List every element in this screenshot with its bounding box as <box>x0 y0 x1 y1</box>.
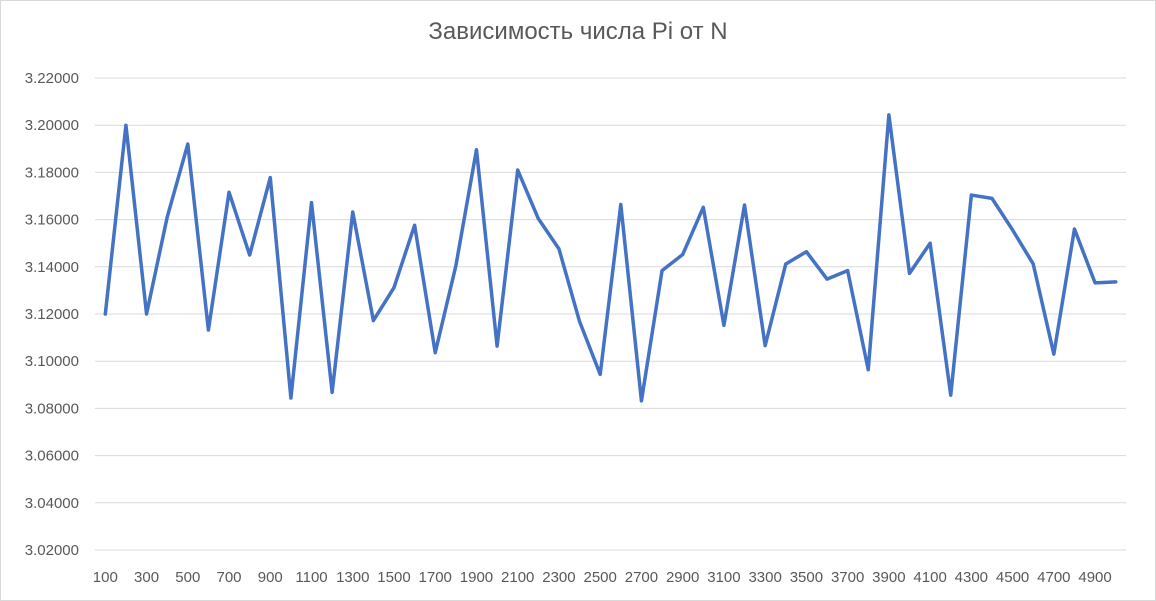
data-point <box>454 264 458 268</box>
y-tick-label: 3.20000 <box>25 117 79 134</box>
x-tick-label: 3300 <box>748 569 781 586</box>
data-point <box>351 210 355 214</box>
x-tick-label: 1500 <box>377 569 410 586</box>
y-tick-label: 3.22000 <box>25 70 79 87</box>
data-point <box>536 217 540 221</box>
x-tick-label: 4300 <box>955 569 988 586</box>
data-point <box>248 253 252 257</box>
data-point <box>578 320 582 324</box>
x-tick-label: 2900 <box>666 569 699 586</box>
y-tick-label: 3.02000 <box>25 542 79 559</box>
x-tick-label: 3700 <box>831 569 864 586</box>
data-point <box>413 223 417 227</box>
x-tick-label: 4700 <box>1037 569 1070 586</box>
data-point <box>1072 227 1076 231</box>
x-tick-label: 100 <box>93 569 118 586</box>
y-tick-label: 3.08000 <box>25 400 79 417</box>
data-point <box>763 344 767 348</box>
data-point <box>722 323 726 327</box>
data-point <box>330 390 334 394</box>
data-point <box>1031 262 1035 266</box>
data-point <box>598 372 602 376</box>
x-tick-label: 300 <box>134 569 159 586</box>
data-point <box>268 176 272 180</box>
x-axis-ticks: 100 300 500 700 900 1100 1300 1500 1700 1900 2100 2… <box>93 569 1112 586</box>
data-point <box>495 344 499 348</box>
data-point <box>103 312 107 316</box>
x-tick-label: 1100 <box>295 569 327 586</box>
y-tick-label: 3.18000 <box>25 164 79 181</box>
y-axis-ticks: 3.02000 3.04000 3.06000 3.08000 3.10000 3.120… <box>25 70 79 559</box>
x-tick-label: 4500 <box>996 569 1029 586</box>
series-layer <box>103 113 1118 403</box>
x-tick-label: 4900 <box>1078 569 1111 586</box>
data-point <box>784 262 788 266</box>
x-tick-label: 3500 <box>790 569 823 586</box>
data-point <box>310 201 314 205</box>
data-point <box>433 351 437 355</box>
data-point <box>165 215 169 219</box>
data-point <box>124 123 128 127</box>
data-point <box>928 241 932 245</box>
data-point <box>825 277 829 281</box>
data-point <box>186 142 190 146</box>
gridlines <box>95 77 1126 551</box>
data-point <box>701 205 705 209</box>
x-tick-label: 900 <box>258 569 283 586</box>
x-tick-label: 500 <box>175 569 200 586</box>
chart-title: Зависимость числа Pi от N <box>428 18 728 45</box>
data-point <box>949 393 953 397</box>
data-point <box>887 113 891 117</box>
data-point <box>289 396 293 400</box>
data-point <box>227 190 231 194</box>
data-point <box>557 247 561 251</box>
data-point <box>392 286 396 290</box>
x-tick-label: 2100 <box>501 569 534 586</box>
x-tick-label: 3900 <box>872 569 905 586</box>
y-tick-label: 3.14000 <box>25 259 79 276</box>
data-point <box>145 312 149 316</box>
data-point <box>804 250 808 254</box>
data-point <box>969 193 973 197</box>
data-point <box>619 202 623 206</box>
data-point <box>990 196 994 200</box>
data-point <box>907 271 911 275</box>
x-tick-label: 4100 <box>913 569 946 586</box>
data-point <box>1011 228 1015 232</box>
data-point <box>474 148 478 152</box>
x-tick-label: 2700 <box>625 569 658 586</box>
data-point <box>1114 280 1118 284</box>
y-tick-label: 3.06000 <box>25 448 79 465</box>
x-tick-label: 700 <box>217 569 242 586</box>
data-point <box>866 368 870 372</box>
data-point <box>846 269 850 273</box>
series-line <box>103 113 1118 403</box>
data-point <box>743 203 747 207</box>
x-tick-label: 1900 <box>460 569 493 586</box>
y-tick-label: 3.04000 <box>25 495 79 512</box>
data-point <box>516 168 520 172</box>
x-tick-label: 2500 <box>584 569 617 586</box>
x-tick-label: 1700 <box>419 569 452 586</box>
data-point <box>1052 352 1056 356</box>
x-tick-label: 1300 <box>336 569 369 586</box>
data-point <box>639 399 643 403</box>
data-point <box>681 253 685 257</box>
y-tick-label: 3.12000 <box>25 306 79 323</box>
data-point <box>660 269 664 273</box>
x-tick-label: 3100 <box>707 569 740 586</box>
data-point <box>371 319 375 323</box>
data-point <box>206 328 210 332</box>
y-tick-label: 3.16000 <box>25 212 79 229</box>
data-point <box>1093 281 1097 285</box>
y-tick-label: 3.10000 <box>25 353 79 370</box>
x-tick-label: 2300 <box>542 569 575 586</box>
